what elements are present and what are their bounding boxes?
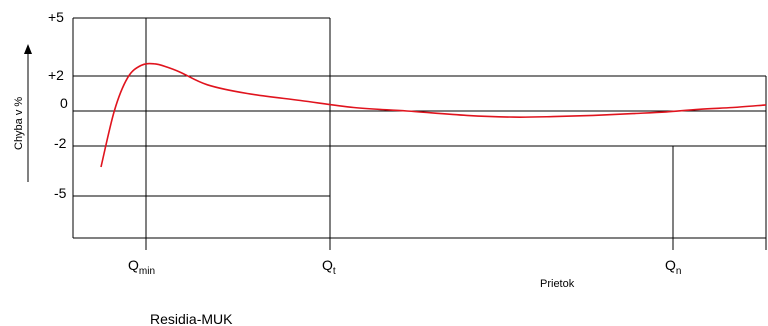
y-tick-plus2: +2 [48,67,64,83]
x-marker-qn: Qn [665,257,681,277]
y-tick-plus5: +5 [48,9,64,25]
y-tick-zero: 0 [60,95,68,111]
x-marker-qmin: Qmin [128,257,155,277]
x-marker-qn-sub: n [676,266,682,277]
y-tick-minus5: -5 [54,185,67,201]
x-marker-qt-sub: t [333,266,336,277]
footer-label: Residia-MUK [150,311,233,326]
grid-lines [72,17,767,250]
y-ticks: +5 +2 0 -2 -5 [48,9,68,201]
y-axis-arrow-head [24,44,32,54]
x-markers: Qmin Qt Qn [128,257,681,277]
x-marker-qt: Qt [322,257,336,277]
x-axis-label: Prietok [540,278,575,290]
x-marker-qmin-sub: min [139,266,155,277]
x-marker-qt-main: Q [322,257,333,273]
x-marker-qn-main: Q [665,257,676,273]
y-tick-minus2: -2 [54,135,67,151]
y-axis-label-group: Chyba v % [13,44,32,182]
x-marker-qmin-main: Q [128,257,139,273]
y-axis-label: Chyba v % [13,97,25,150]
error-curve [100,62,767,168]
